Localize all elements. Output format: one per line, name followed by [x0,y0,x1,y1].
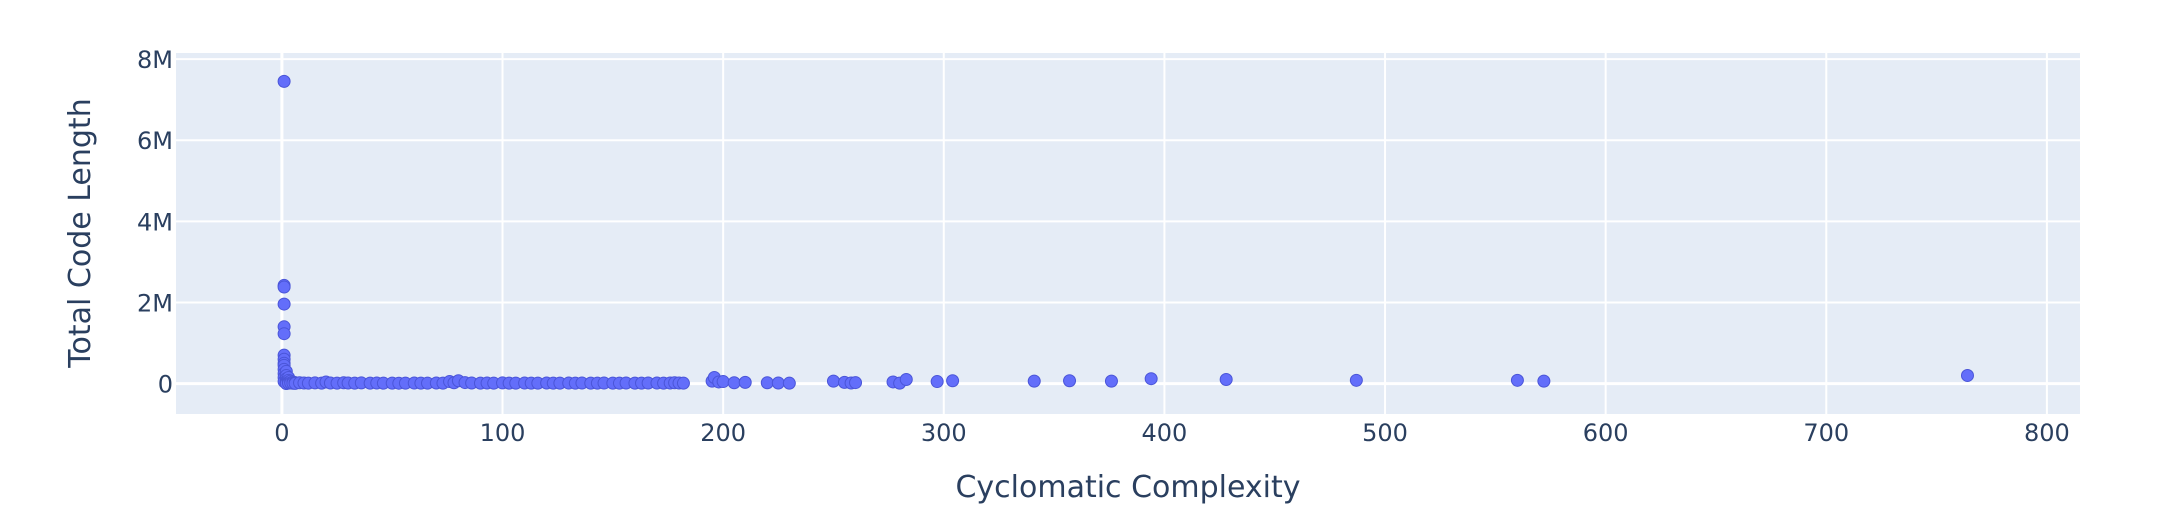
data-point [1144,372,1158,386]
y-tick-label: 6M [137,127,173,155]
data-point [738,375,752,389]
data-point [277,297,291,311]
data-point [760,376,774,390]
x-tick-label: 300 [921,419,967,447]
data-point [826,374,840,388]
x-tick-label: 600 [1583,419,1629,447]
x-tick-label: 0 [274,419,289,447]
y-tick-label: 8M [137,46,173,74]
grid-lines [176,53,2080,414]
plot-background [176,53,2080,414]
data-points [277,74,1974,390]
y-tick-label: 4M [137,208,173,236]
data-point [277,327,291,341]
data-point [727,376,741,390]
data-point [1537,374,1551,388]
x-tick-label: 200 [700,419,746,447]
data-point [1349,373,1363,387]
y-tick-label: 2M [137,289,173,317]
y-axis-title: Total Code Length [63,98,98,368]
tick-labels: 0 100 200 300 400 500 600 700 800 0 2M 4M 6M 8M [137,46,2070,447]
data-point [771,376,785,390]
x-tick-label: 700 [1803,419,1849,447]
data-point [676,376,690,390]
data-point [277,280,291,294]
data-point [1219,373,1233,387]
x-axis-title: Cyclomatic Complexity [955,470,1300,505]
x-tick-label: 400 [1141,419,1187,447]
data-point [782,376,796,390]
data-point [849,376,863,390]
data-point [277,74,291,88]
x-tick-label: 100 [480,419,526,447]
data-point [1027,374,1041,388]
data-point [1510,373,1524,387]
y-tick-label: 0 [158,371,173,399]
data-point [1104,374,1118,388]
data-point [946,374,960,388]
x-tick-label: 800 [2024,419,2070,447]
data-point [1063,374,1077,388]
x-tick-label: 500 [1362,419,1408,447]
data-point [716,375,730,389]
data-point [1960,368,1974,382]
data-point [899,373,913,387]
data-point [930,375,944,389]
